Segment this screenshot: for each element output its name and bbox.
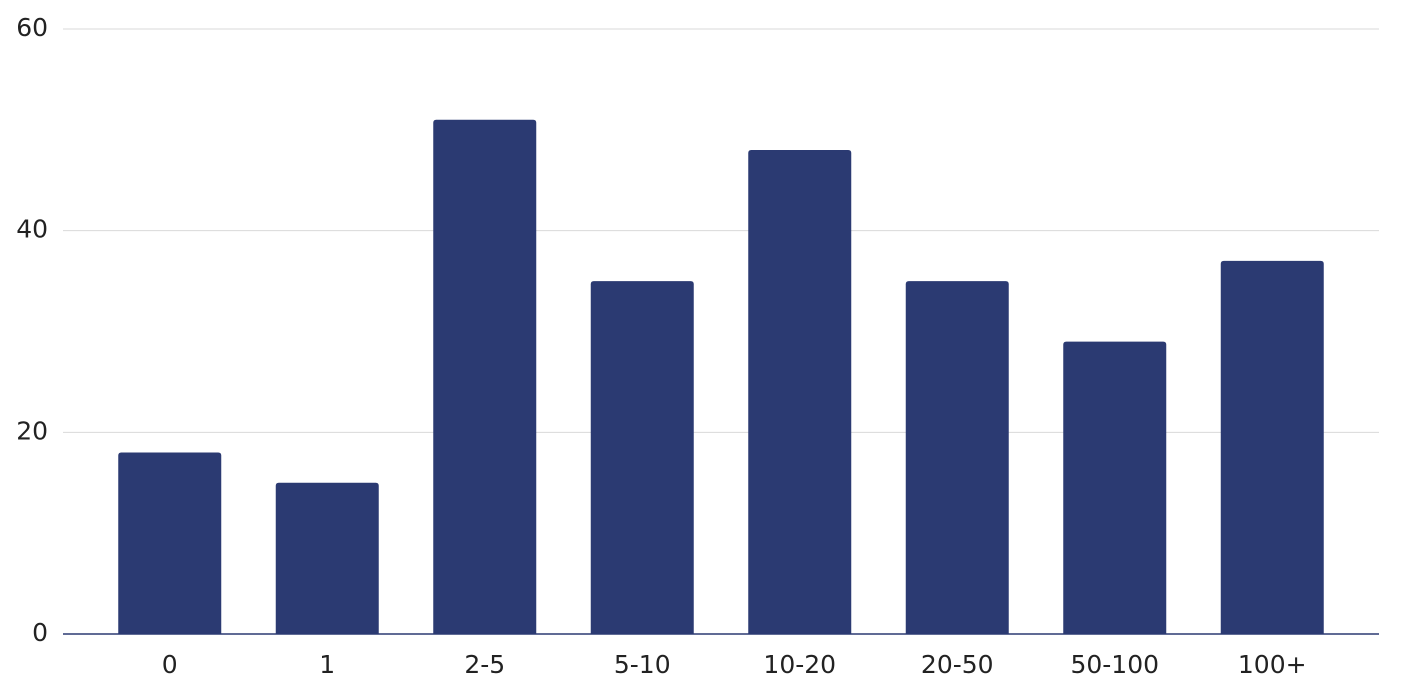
bar [748, 150, 852, 634]
bar [433, 119, 537, 634]
bar [1220, 260, 1324, 634]
x-tick-label: 10-20 [763, 650, 836, 679]
x-tick-label: 100+ [1238, 650, 1307, 679]
bar [118, 452, 222, 634]
x-tick-label: 1 [319, 650, 335, 679]
x-tick-label: 5-10 [614, 650, 671, 679]
y-tick-label: 40 [16, 215, 48, 244]
bar [1063, 341, 1167, 634]
bar [275, 482, 379, 634]
y-tick-label: 60 [16, 13, 48, 42]
x-tick-label: 2-5 [464, 650, 505, 679]
x-tick-label: 0 [162, 650, 178, 679]
y-tick-label: 20 [16, 416, 48, 445]
y-tick-label: 0 [32, 618, 48, 647]
bar [590, 281, 694, 634]
x-tick-label: 50-100 [1070, 650, 1159, 679]
bar [905, 281, 1009, 634]
x-tick-label: 20-50 [921, 650, 994, 679]
